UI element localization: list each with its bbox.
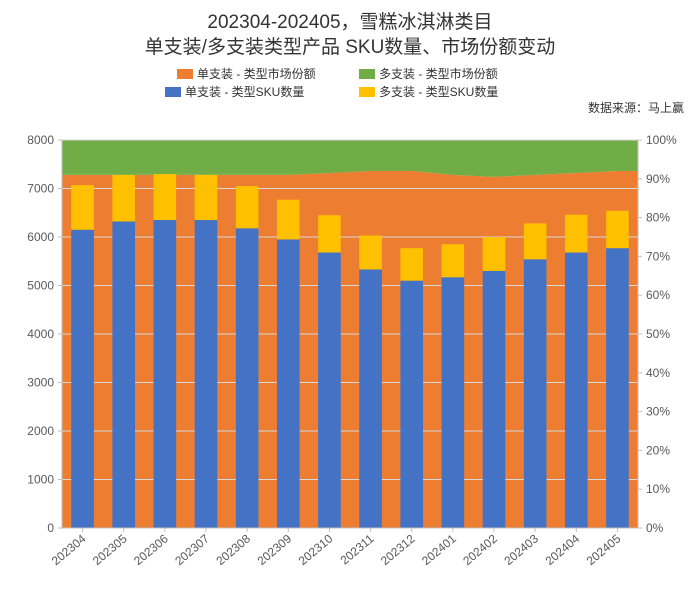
data-source: 数据来源：马上赢 [588,100,684,115]
bar-multi-sku [483,237,506,271]
x-tick: 202311 [338,531,377,567]
y-right-tick: 40% [646,366,670,380]
y-left-tick: 7000 [27,182,54,196]
bar-single-sku [524,259,547,528]
bar-single-sku [195,220,218,528]
area-multi-share [62,140,638,177]
x-tick: 202312 [378,531,418,568]
legend-label: 多支装 - 类型SKU数量 [379,84,498,99]
y-right-tick: 10% [646,482,670,496]
bar-multi-sku [318,215,341,252]
y-left-tick: 4000 [27,327,54,341]
x-tick: 202403 [501,531,541,568]
bar-multi-sku [359,236,382,270]
x-tick: 202304 [49,531,89,568]
y-right-tick: 90% [646,172,670,186]
y-right-tick: 100% [646,133,677,147]
bar-single-sku [236,228,259,528]
x-tick: 202307 [172,531,212,568]
x-tick: 202402 [460,531,500,568]
y-right-tick: 70% [646,249,670,263]
x-tick: 202306 [131,531,171,568]
y-right-tick: 20% [646,443,670,457]
legend-label: 多支装 - 类型市场份额 [379,66,498,81]
x-tick: 202404 [543,531,583,568]
legend-swatch [359,87,375,97]
bar-single-sku [359,269,382,528]
bar-multi-sku [606,211,629,248]
y-left-tick: 2000 [27,424,54,438]
bar-multi-sku [71,185,94,230]
x-tick: 202401 [419,531,459,568]
y-left-tick: 1000 [27,473,54,487]
legend-swatch [177,69,193,79]
x-tick: 202309 [255,531,295,568]
y-right-tick: 60% [646,288,670,302]
area-single-share [62,171,638,528]
x-tick: 202305 [90,531,130,568]
bar-single-sku [606,248,629,528]
bar-multi-sku [154,174,177,220]
x-tick: 202310 [296,531,336,568]
bar-single-sku [277,239,300,528]
y-right-tick: 50% [646,327,670,341]
bar-multi-sku [442,244,465,277]
bar-multi-sku [524,223,547,259]
bar-multi-sku [277,200,300,240]
legend-label: 单支装 - 类型市场份额 [197,66,316,81]
bar-single-sku [318,253,341,528]
bar-single-sku [71,230,94,528]
bar-single-sku [483,271,506,528]
y-left-tick: 5000 [27,279,54,293]
bar-single-sku [400,281,423,528]
legend-swatch [359,69,375,79]
y-left-tick: 0 [47,521,54,535]
bar-single-sku [154,220,177,528]
x-tick: 202405 [584,531,624,568]
legend-label: 单支装 - 类型SKU数量 [185,84,304,99]
bar-multi-sku [236,186,259,228]
y-left-tick: 3000 [27,376,54,390]
bar-single-sku [565,253,588,528]
combo-chart: 0 1000 2000 3000 4000 5000 6000 7000 8000 0% 10% 20… [0,0,700,608]
chart-title-line1: 202304-202405，雪糕冰淇淋类目 [207,11,492,33]
bar-multi-sku [400,248,423,280]
x-tick: 202308 [213,531,253,568]
y-right-tick: 30% [646,405,670,419]
y-left-tick: 6000 [27,230,54,244]
bar-multi-sku [112,175,135,222]
bar-multi-sku [195,175,218,220]
bar-single-sku [112,221,135,528]
y-left-tick: 8000 [27,133,54,147]
legend-swatch [165,87,181,97]
chart-title-line2: 单支装/多支装类型产品 SKU数量、市场份额变动 [145,36,556,58]
y-right-tick: 0% [646,521,664,535]
bar-single-sku [442,277,465,528]
bar-multi-sku [565,215,588,253]
y-right-tick: 80% [646,211,670,225]
